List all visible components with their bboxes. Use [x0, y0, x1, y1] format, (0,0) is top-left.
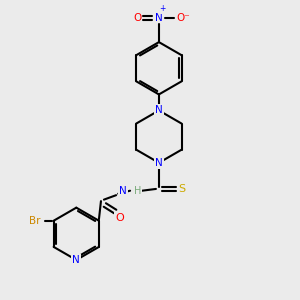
Text: N: N	[155, 106, 163, 116]
Text: O: O	[115, 213, 124, 223]
Text: S: S	[178, 184, 186, 194]
Text: N: N	[155, 158, 163, 168]
Text: O: O	[134, 13, 142, 23]
Text: N: N	[72, 255, 80, 265]
Text: +: +	[159, 4, 166, 13]
Text: N: N	[155, 13, 163, 23]
Text: O⁻: O⁻	[176, 13, 190, 23]
Text: N: N	[119, 186, 127, 196]
Text: Br: Br	[29, 216, 41, 226]
Text: H: H	[134, 186, 141, 196]
